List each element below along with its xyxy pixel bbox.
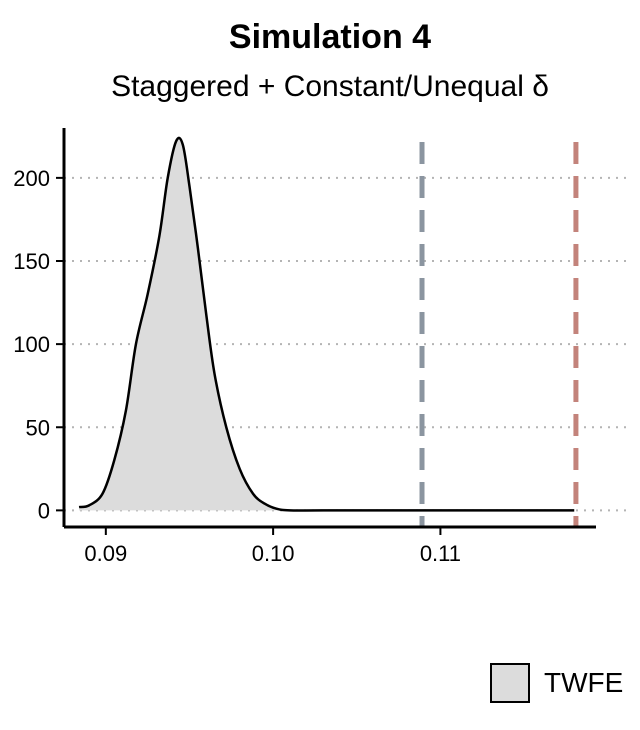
chart-title: Simulation 4	[228, 18, 432, 56]
y-tick-label-3: 150	[13, 249, 50, 274]
density-line-twfe	[78, 136, 575, 512]
axes	[62, 128, 596, 529]
y-tick-label-0: 0	[38, 498, 50, 523]
y-tick-label-1: 50	[26, 415, 50, 440]
reference-lines	[419, 142, 579, 527]
legend-key-twfe	[490, 663, 530, 703]
x-tick-label-0: 0.09	[84, 541, 127, 566]
chart-subtitle: Staggered + Constant/Unequal δ	[111, 70, 549, 103]
legend-label-twfe: TWFE	[544, 667, 624, 698]
density-area-twfe	[79, 137, 575, 511]
y-tick-label-4: 200	[13, 166, 50, 191]
x-tick-label-2: 0.11	[420, 541, 461, 566]
x-tick-label-1: 0.10	[252, 541, 295, 566]
legend: TWFE	[490, 660, 623, 706]
y-tick-label-2: 100	[13, 332, 50, 357]
y-axis-ticks: 0 50 100 150 200	[13, 166, 64, 523]
series-layer	[78, 136, 575, 512]
x-axis-ticks: 0.09 0.10 0.11	[84, 527, 461, 566]
